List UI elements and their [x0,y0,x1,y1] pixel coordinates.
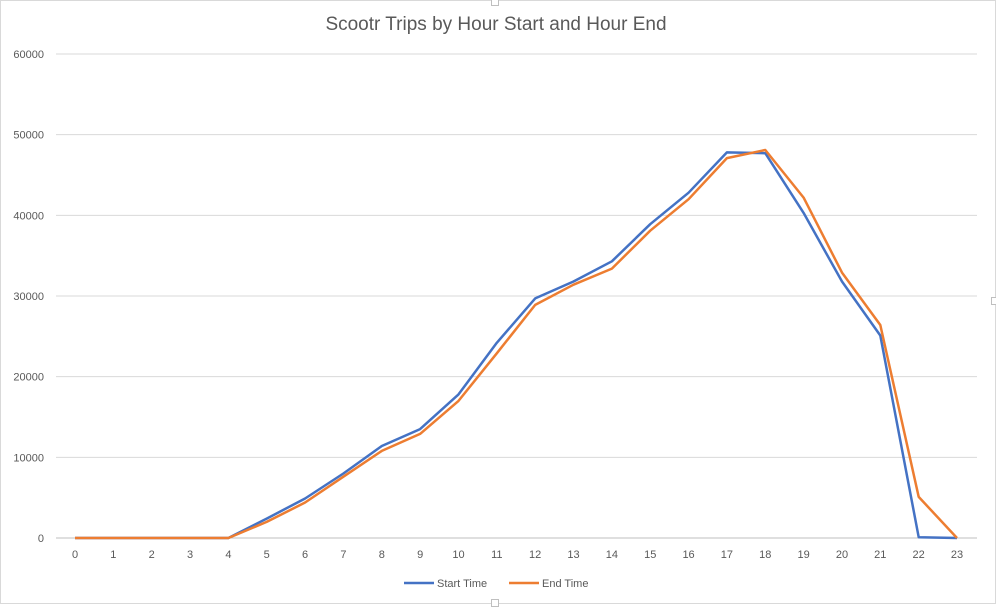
series-line-end-time[interactable] [75,148,958,540]
x-tick-label: 17 [721,549,733,561]
legend-item-end-time[interactable]: End Time [509,578,588,590]
series-lines [75,148,958,540]
y-tick-label: 50000 [13,130,44,142]
x-tick-label: 14 [606,549,618,561]
x-tick-label: 15 [644,549,656,561]
x-tick-label: 19 [797,549,809,561]
x-tick-label: 7 [340,549,346,561]
x-axis-tick-labels: 0 1 2 3 4 5 6 7 8 9 10 11 12 13 14 15 16 17 18 19 20 21 22 23 [72,549,963,561]
x-tick-label: 18 [759,549,771,561]
resize-handle-right[interactable] [991,297,996,305]
x-tick-label: 2 [149,549,155,561]
x-tick-label: 5 [264,549,270,561]
y-axis-tick-labels: 0 10000 20000 30000 40000 50000 60000 [13,49,44,545]
chart-title: Scootr Trips by Hour Start and Hour End [325,14,666,35]
y-tick-label: 20000 [13,372,44,384]
x-tick-label: 1 [110,549,116,561]
resize-handle-top[interactable] [491,0,499,6]
y-tick-label: 60000 [13,49,44,61]
x-tick-label: 10 [452,549,464,561]
resize-handle-bottom[interactable] [491,599,499,607]
x-tick-label: 22 [913,549,925,561]
x-tick-label: 12 [529,549,541,561]
y-tick-label: 10000 [13,452,44,464]
x-tick-label: 6 [302,549,308,561]
x-tick-label: 13 [567,549,579,561]
x-tick-label: 16 [682,549,694,561]
gridlines [56,53,977,539]
x-tick-label: 23 [951,549,963,561]
y-tick-label: 0 [38,533,44,545]
x-tick-label: 21 [874,549,886,561]
y-tick-label: 30000 [13,291,44,303]
x-tick-label: 0 [72,549,78,561]
series-line-start-time[interactable] [75,151,958,540]
x-tick-label: 8 [379,549,385,561]
x-tick-label: 11 [491,549,502,561]
x-tick-label: 9 [417,549,423,561]
y-tick-label: 40000 [13,210,44,222]
legend-label: Start Time [437,578,487,590]
x-tick-label: 20 [836,549,848,561]
x-tick-label: 3 [187,549,193,561]
legend-label: End Time [542,578,588,590]
legend-item-start-time[interactable]: Start Time [404,578,487,590]
x-tick-label: 4 [225,549,231,561]
legend: Start Time End Time [404,578,588,590]
